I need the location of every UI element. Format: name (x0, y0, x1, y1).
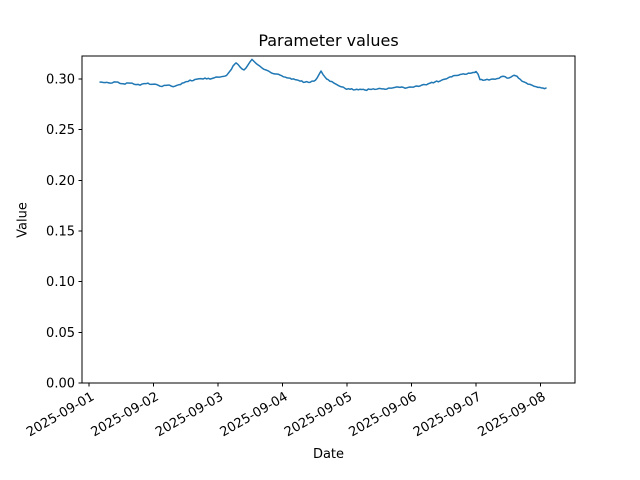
y-tick-label: 0.05 (46, 326, 75, 341)
x-tick-label: 2025-09-04 (218, 389, 291, 440)
x-tick-label: 2025-09-07 (411, 389, 484, 440)
y-tick-label: 0.25 (46, 123, 75, 138)
x-tick-label: 2025-09-01 (24, 389, 97, 440)
y-tick-label: 0.15 (46, 225, 75, 240)
x-tick-label: 2025-09-02 (89, 389, 162, 440)
axes-frame (81, 55, 576, 384)
plot-title: Parameter values (258, 31, 399, 50)
x-tick-label: 2025-09-08 (476, 389, 549, 440)
y-tick-label: 0.20 (46, 174, 75, 189)
data-line-parameter-values (99, 58, 547, 92)
x-tick-label: 2025-09-06 (347, 389, 420, 440)
x-tick-label: 2025-09-03 (153, 389, 226, 440)
y-tick-label: 0.10 (46, 275, 75, 290)
y-tick-label: 0.00 (46, 377, 75, 392)
y-tick-label: 0.30 (46, 73, 75, 88)
x-axis-label: Date (312, 447, 345, 462)
x-tick-label: 2025-09-05 (282, 389, 355, 440)
